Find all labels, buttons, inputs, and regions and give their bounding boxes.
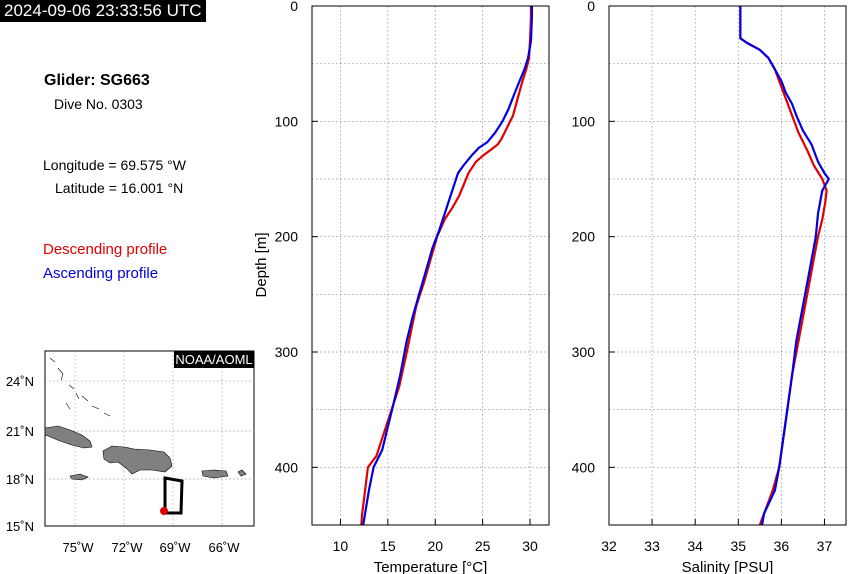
sal-y-tick-label: 300 bbox=[572, 344, 596, 360]
bahamas-islands bbox=[49, 357, 111, 417]
land-masses bbox=[44, 357, 247, 481]
temp-y-tick-label: 200 bbox=[275, 229, 299, 245]
salinity-series bbox=[739, 6, 830, 526]
temp-y-tick-label: 100 bbox=[275, 113, 299, 129]
sal-y-tick-label: 0 bbox=[587, 0, 595, 14]
map-grid bbox=[45, 351, 254, 526]
depth-y-axis-label: Depth [m] bbox=[253, 232, 270, 297]
longitude-readout: Longitude = 69.575 °W bbox=[43, 157, 186, 173]
latitude-readout: Latitude = 16.001 °N bbox=[55, 180, 184, 196]
sal-ascending-profile-line bbox=[739, 6, 830, 526]
lat-label-24n: 24˚N bbox=[6, 374, 34, 389]
lon-label-69w: 69˚W bbox=[159, 540, 191, 555]
temp-y-tick-label: 0 bbox=[290, 0, 298, 14]
location-map: NOAA/AOML 24˚N 21˚N 18˚N 15˚N 75˚W 72˚W … bbox=[6, 350, 255, 555]
temperature-grid bbox=[312, 6, 549, 525]
puerto-rico-landmass bbox=[201, 469, 229, 479]
lon-label-75w: 75˚W bbox=[62, 540, 94, 555]
temp-y-tick-label: 300 bbox=[275, 344, 299, 360]
temp-x-tick-label: 25 bbox=[475, 538, 491, 554]
map-credit-box bbox=[174, 351, 254, 368]
temperature-plot-frame bbox=[311, 5, 550, 526]
salinity-ticks: 32 33 34 35 36 37 0 100 200 300 400 bbox=[572, 0, 833, 554]
legend-descending-profile: Descending profile bbox=[43, 241, 168, 258]
cuba-landmass bbox=[44, 425, 93, 449]
salinity-chart: 32 33 34 35 36 37 0 100 200 300 400 Salinity [PSU] bbox=[572, 0, 847, 574]
temperature-series bbox=[360, 6, 534, 526]
temp-x-tick-label: 10 bbox=[333, 538, 349, 554]
salinity-plot-frame bbox=[608, 5, 847, 526]
sal-x-tick-label: 32 bbox=[601, 538, 617, 554]
dive-number: Dive No. 0303 bbox=[54, 96, 143, 112]
temp-y-tick-label: 400 bbox=[275, 459, 299, 475]
timestamp-label: 2024-09-06 23:33:56 UTC bbox=[0, 0, 206, 22]
glider-position-marker bbox=[160, 507, 168, 515]
lat-label-15n: 15˚N bbox=[6, 519, 34, 534]
temp-x-tick-label: 20 bbox=[427, 538, 443, 554]
glider-name: Glider: SG663 bbox=[44, 72, 150, 89]
temp-descending-profile-line bbox=[360, 6, 533, 526]
sal-x-tick-label: 33 bbox=[644, 538, 660, 554]
sal-x-tick-label: 36 bbox=[774, 538, 790, 554]
sal-y-tick-label: 400 bbox=[572, 459, 596, 475]
map-longitude-labels: 75˚W 72˚W 69˚W 66˚W bbox=[62, 540, 240, 555]
temperature-x-axis-label: Temperature [°C] bbox=[374, 559, 488, 574]
lon-label-66w: 66˚W bbox=[208, 540, 240, 555]
lat-label-18n: 18˚N bbox=[6, 472, 34, 487]
sal-x-tick-label: 35 bbox=[730, 538, 746, 554]
temp-x-tick-label: 15 bbox=[380, 538, 396, 554]
lat-label-21n: 21˚N bbox=[6, 424, 34, 439]
hispaniola-landmass bbox=[102, 445, 173, 475]
map-credit: NOAA/AOML bbox=[175, 352, 252, 367]
sal-y-tick-label: 100 bbox=[572, 113, 596, 129]
glider-track bbox=[163, 476, 184, 515]
lesser-antilles bbox=[237, 469, 247, 477]
salinity-x-axis-label: Salinity [PSU] bbox=[682, 559, 774, 574]
map-latitude-labels: 24˚N 21˚N 18˚N 15˚N bbox=[6, 374, 34, 534]
jamaica-landmass bbox=[69, 473, 89, 481]
temp-x-tick-label: 30 bbox=[522, 538, 538, 554]
sal-x-tick-label: 37 bbox=[817, 538, 833, 554]
sal-y-tick-label: 200 bbox=[572, 229, 596, 245]
legend-ascending-profile: Ascending profile bbox=[43, 265, 159, 282]
temp-ascending-profile-line bbox=[362, 6, 534, 526]
sal-x-tick-label: 34 bbox=[687, 538, 703, 554]
lon-label-72w: 72˚W bbox=[111, 540, 143, 555]
